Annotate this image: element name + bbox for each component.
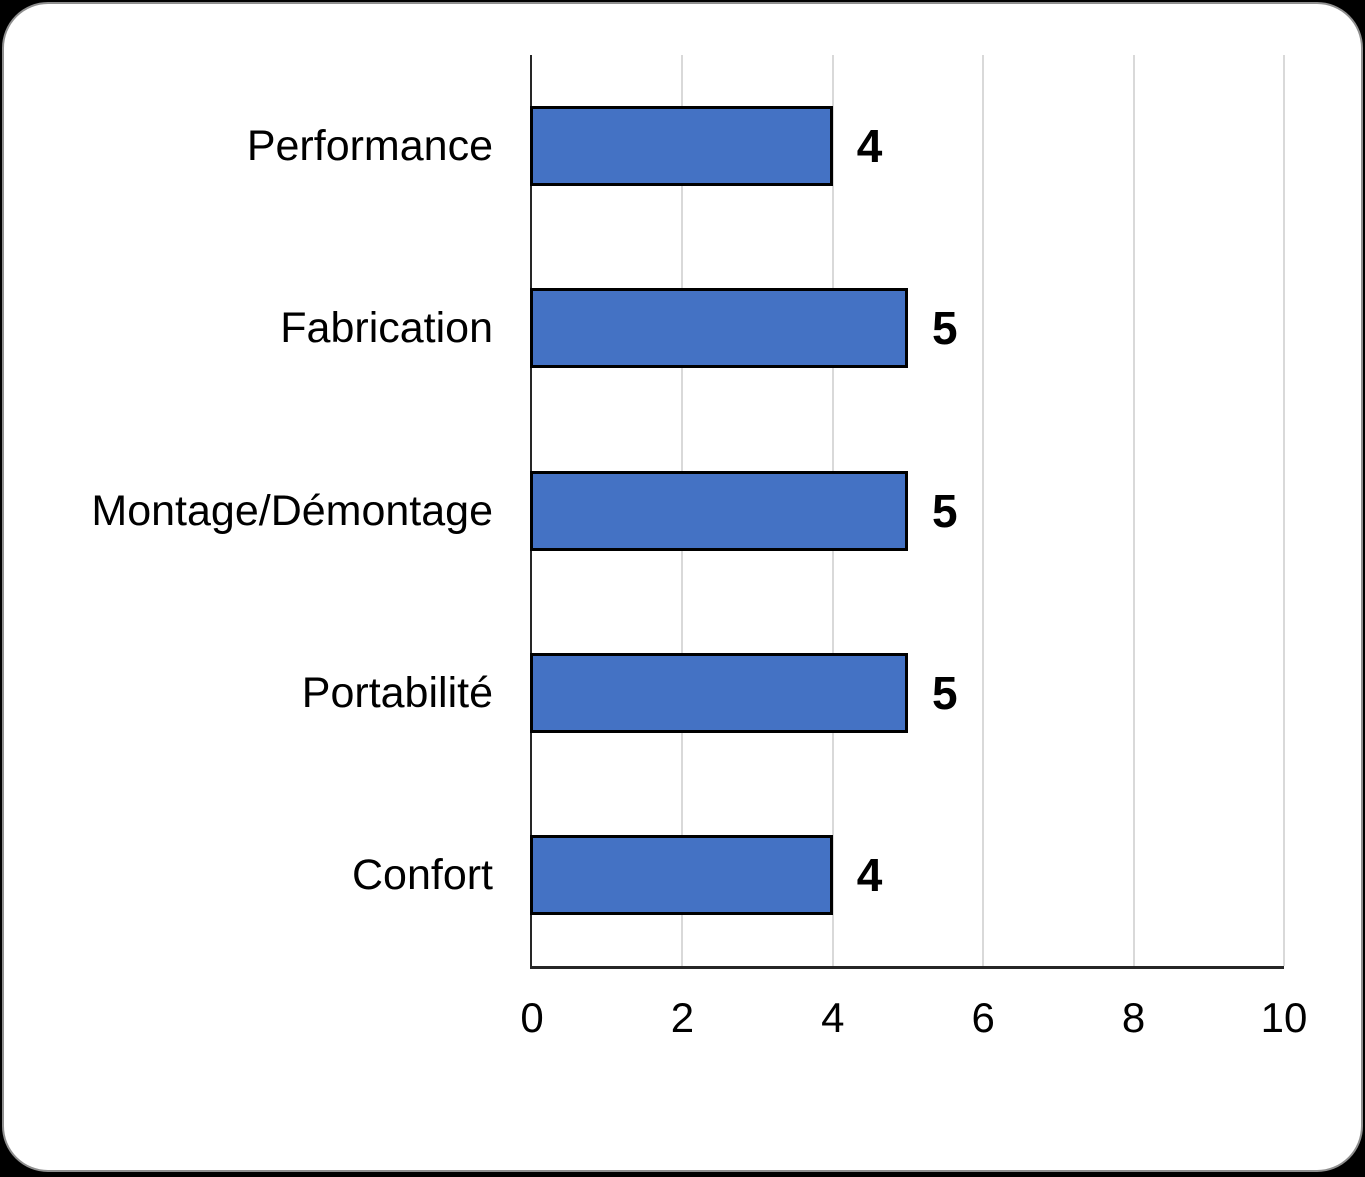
bar-performance (530, 106, 833, 187)
gridline-6 (982, 55, 985, 966)
category-label-portabilit: Portabilité (301, 668, 493, 717)
bar-portabilit (530, 652, 908, 733)
bar-value-label-portabilit: 5 (932, 666, 958, 719)
x-tick-label-10: 10 (1260, 994, 1308, 1041)
gridline-10 (1283, 55, 1285, 966)
plot-area: 4 5 5 5 4 (530, 55, 1285, 969)
bar-value-label-fabrication: 5 (932, 302, 958, 355)
gridline-8 (1132, 55, 1135, 966)
x-tick-label-0: 0 (520, 994, 544, 1041)
bar-confort (530, 834, 833, 915)
category-label-fabrication: Fabrication (280, 304, 493, 353)
category-label-performance: Performance (246, 122, 493, 171)
bar-value-label-montage-d-montage: 5 (932, 484, 958, 537)
bar-montage-d-montage (530, 470, 908, 551)
bar-fabrication (530, 288, 908, 369)
category-label-confort: Confort (351, 850, 493, 899)
category-label-montage-d-montage: Montage/Démontage (91, 486, 493, 535)
x-tick-label-2: 2 (670, 994, 695, 1041)
x-tick-label-8: 8 (1121, 994, 1146, 1041)
bar-value-label-performance: 4 (856, 120, 883, 173)
x-tick-label-6: 6 (971, 994, 995, 1041)
x-tick-label-4: 4 (821, 994, 845, 1041)
bar-value-label-confort: 4 (856, 848, 883, 901)
